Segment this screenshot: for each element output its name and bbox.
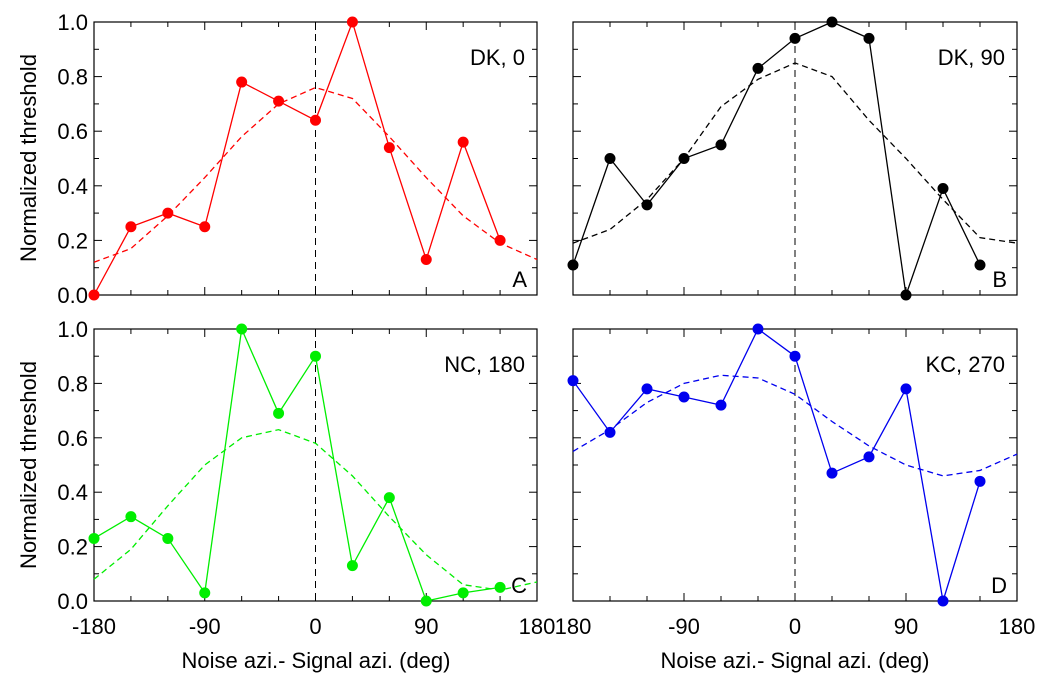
panel-a-data-point	[125, 221, 137, 233]
panel-d-xtick-label: 180	[555, 614, 592, 639]
panel-d-xtick-label: 90	[894, 614, 918, 639]
x-axis-title-left: Noise azi.- Signal azi. (deg)	[181, 648, 450, 673]
panel-b-data-point	[826, 16, 838, 28]
panel-a-ytick-label: 0.8	[57, 65, 88, 90]
panel-d-data-point	[752, 323, 764, 335]
x-axis-title-right: Noise azi.- Signal azi. (deg)	[660, 648, 929, 673]
panel-a-data-point	[162, 207, 174, 219]
panel-d-title: KC, 270	[926, 352, 1006, 377]
panel-c-data-point	[346, 560, 358, 572]
panel-a-data-point	[383, 142, 395, 154]
panel-d-xtick-label: 0	[789, 614, 801, 639]
panel-c-xtick-label: 90	[414, 614, 438, 639]
panel-c-ytick-label: 0.0	[57, 589, 88, 614]
panel-b-data-line	[572, 21, 981, 296]
panel-c-title: NC, 180	[444, 352, 525, 377]
panel-c-data-line	[93, 326, 501, 602]
panel-d-data-point	[789, 350, 801, 362]
panel-c-ytick-label: 0.2	[57, 535, 88, 560]
panel-a-ytick-label: 0.6	[57, 119, 88, 144]
panel-d-xtick-label: 180	[999, 614, 1036, 639]
panel-c-data-point	[88, 532, 100, 544]
panel-a-data-point	[457, 136, 469, 148]
panel-d-data-line	[572, 328, 981, 602]
panel-a-data-point	[346, 16, 358, 28]
panel-c-data-point	[457, 587, 469, 599]
panel-c: 0.0 0.2 0.4 0.6 0.8 1.0 -180 -90 0 90 180 NC, 180 C	[57, 317, 555, 639]
panel-a-data-line	[93, 19, 501, 296]
panel-a-ytick-label: 0.2	[57, 228, 88, 253]
panels: 0.0 0.2 0.4 0.6 0.8 1.0 DK, 0 A DK, 90 B 0.0 0.2 0.4…	[57, 10, 1035, 639]
panel-d-data-point	[567, 375, 579, 387]
panel-a-fit-curve	[93, 86, 538, 263]
panel-c-fit-curve	[93, 428, 538, 591]
panel-b-data-point	[715, 139, 727, 151]
panel-a-ytick-label: 0.4	[57, 174, 88, 199]
panel-b-data-point	[641, 199, 653, 211]
panel-d-data-point	[937, 595, 949, 607]
panel-c-data-point	[494, 581, 506, 593]
panel-d-data-point	[678, 391, 690, 403]
panel-c-data-point	[310, 350, 321, 362]
panel-c-xtick-label: -180	[72, 614, 116, 639]
panel-a-letter: A	[512, 267, 527, 292]
panel-c-xtick-label: 180	[519, 614, 556, 639]
panel-b-fit-curve	[572, 62, 1018, 244]
panel-a-ytick-label: 1.0	[57, 10, 88, 35]
panel-b-data-point	[789, 32, 801, 44]
panel-d-data-point	[826, 467, 838, 479]
panel-a-title: DK, 0	[470, 45, 525, 70]
panel-a-data-point	[310, 114, 321, 126]
panel-b-data-point	[900, 289, 912, 301]
y-axis-title-top: Normalized threshold	[16, 54, 41, 262]
panel-a-data-point	[88, 289, 100, 301]
panel-d-data-point	[900, 383, 912, 395]
panel-b: DK, 90 B	[567, 16, 1018, 301]
panel-c-data-point	[125, 511, 137, 523]
panel-d-fit-curve	[572, 374, 1018, 477]
panel-d-letter: D	[991, 573, 1007, 598]
panel-b-data-point	[567, 259, 579, 271]
panel-c-ytick-label: 0.8	[57, 371, 88, 396]
panel-c-ytick-label: 0.6	[57, 426, 88, 451]
panel-d-data-point	[604, 426, 616, 438]
panel-c-data-point	[273, 407, 285, 419]
panel-c-data-point	[383, 492, 395, 504]
panel-c-data-point	[162, 532, 174, 544]
panel-a-data-point	[199, 221, 211, 233]
panel-a-ytick-label: 0.0	[57, 283, 88, 308]
panel-d-xtick-label: -90	[668, 614, 700, 639]
panel-d-data-point	[863, 451, 875, 463]
panel-a-data-point	[236, 76, 248, 88]
panel-d-data-point	[641, 383, 653, 395]
panel-d: 180 -90 0 90 180 KC, 270 D	[555, 323, 1036, 639]
panel-c-ytick-label: 0.4	[57, 480, 88, 505]
panel-a-data-point	[420, 254, 432, 266]
panel-c-xtick-label: -90	[189, 614, 221, 639]
panel-b-data-point	[937, 183, 949, 195]
panel-c-data-point	[236, 323, 248, 335]
y-axis-title-bottom: Normalized threshold	[16, 361, 41, 569]
panel-b-data-point	[863, 32, 875, 44]
panel-c-ytick-label: 1.0	[57, 317, 88, 342]
panel-b-data-point	[604, 153, 616, 164]
panel-c-xtick-label: 0	[309, 614, 321, 639]
panel-c-letter: C	[511, 573, 527, 598]
panel-b-data-point	[974, 259, 986, 271]
panel-d-data-point	[974, 475, 986, 487]
panel-b-letter: B	[992, 267, 1007, 292]
panel-c-data-point	[420, 595, 432, 607]
panel-b-data-point	[752, 62, 764, 74]
panel-d-data-point	[715, 399, 727, 411]
panel-a: 0.0 0.2 0.4 0.6 0.8 1.0 DK, 0 A	[57, 10, 538, 308]
panel-b-title: DK, 90	[938, 45, 1005, 70]
panel-a-data-point	[494, 234, 506, 246]
panel-c-data-point	[199, 587, 211, 599]
